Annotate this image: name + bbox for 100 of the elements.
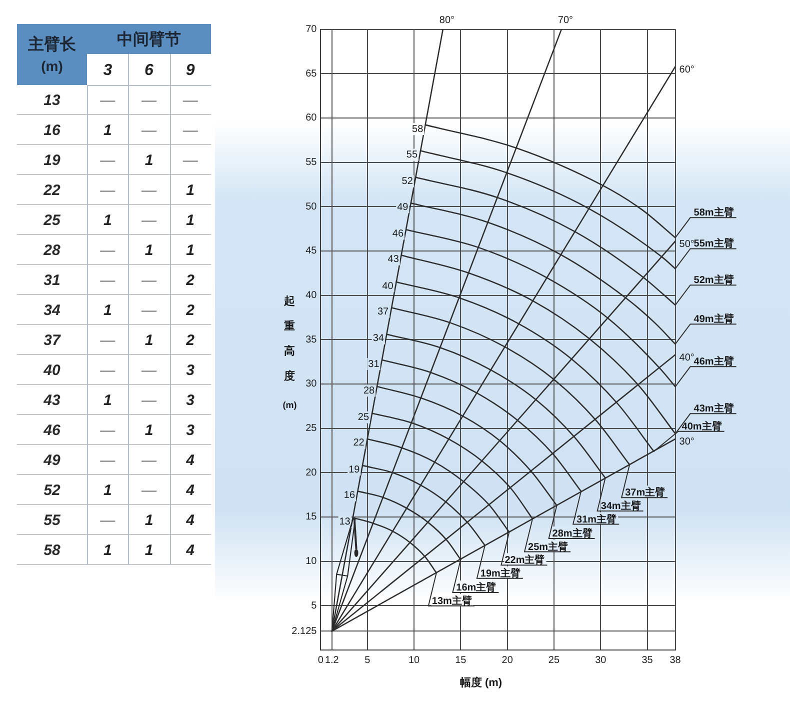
text: 49m主臂: [694, 313, 734, 326]
annotation: 16: [344, 490, 356, 502]
x-axis-title: 中间臂节: [117, 29, 181, 48]
text: —: [142, 122, 156, 140]
annotation: 34: [372, 333, 384, 344]
text: —: [100, 272, 116, 290]
x-tick-label: 30: [595, 654, 607, 666]
annotation: 37: [377, 306, 390, 318]
data-label: 1: [186, 242, 195, 260]
series-label: 60°: [679, 64, 694, 76]
y-tick-label: 20: [306, 467, 318, 478]
x-tick-label: 38: [670, 654, 682, 666]
data-label: 4: [185, 482, 196, 500]
data-label: 1: [103, 392, 112, 410]
data-label: 4: [185, 512, 196, 530]
data-label: 3: [186, 422, 196, 440]
text: 34m主臂: [600, 500, 641, 512]
text: 19m主臂: [480, 567, 520, 580]
text: —: [100, 362, 116, 380]
data-label: 3: [186, 392, 196, 410]
y-tick-label: 43: [42, 392, 61, 410]
annotation: 55: [406, 150, 418, 161]
annotation: 28: [364, 385, 376, 396]
y-tick-label: 60: [306, 112, 318, 124]
data-label: 2: [185, 272, 196, 290]
x-tick-label: 20: [502, 654, 514, 666]
data-label: 1: [144, 542, 154, 560]
y-tick-label: 45: [306, 246, 318, 257]
data-label: 1: [144, 512, 154, 530]
data-label: 2: [185, 332, 196, 350]
text: —: [142, 92, 156, 110]
y-tick-label: 13: [44, 92, 61, 110]
text: —: [182, 92, 198, 110]
data-label: 4: [185, 542, 196, 560]
y-tick-label: 28: [42, 242, 61, 260]
text: —: [142, 272, 156, 290]
data-label: 1: [103, 542, 112, 560]
text: —: [142, 392, 156, 410]
annotation: 13: [339, 516, 351, 528]
annotation: 31: [368, 358, 380, 370]
data-label: 1: [103, 122, 112, 140]
text: 16m主臂: [456, 582, 496, 594]
data-label: 1: [144, 152, 154, 170]
y-tick-label: 35: [306, 334, 318, 346]
y-tick-label: 52: [44, 482, 61, 500]
x-tick-label: 0: [318, 654, 324, 666]
x-tick-label: 5: [364, 654, 371, 666]
text: 46m主臂: [694, 356, 734, 368]
x-tick-label: 10: [408, 654, 420, 666]
annotation: 40: [382, 280, 394, 292]
x-tick-label: 1.2: [324, 654, 340, 666]
series-label: 70°: [558, 15, 574, 26]
y-tick-label: 55: [44, 512, 61, 530]
text: 28m主臂: [552, 527, 592, 540]
text: —: [142, 482, 156, 500]
y-axis-title: 主臂长 (m): [27, 34, 77, 74]
text: —: [100, 152, 116, 170]
annotation: 46: [392, 228, 404, 240]
x-axis-title: 幅度 (m): [460, 676, 502, 690]
y-tick-label: 25: [42, 212, 61, 230]
data-label: 4: [185, 452, 196, 470]
y-tick-label: 40: [306, 290, 318, 302]
text: —: [100, 242, 116, 260]
text: —: [142, 452, 156, 470]
y-tick-label: 10: [306, 556, 318, 568]
text: 40m主臂: [682, 420, 722, 432]
data-label: 1: [144, 422, 154, 440]
annotation: 25: [358, 412, 370, 423]
text: 31m主臂: [576, 513, 617, 526]
x-tick-label: 9: [186, 62, 195, 79]
text: —: [100, 452, 116, 470]
y-tick-label: 58: [44, 542, 61, 560]
x-tick-label: 3: [103, 62, 112, 79]
series-label: 80°: [439, 15, 455, 26]
y-tick-label: 49: [42, 452, 61, 470]
text: 43m主臂: [694, 402, 734, 415]
data-label: 1: [186, 182, 195, 200]
y-tick-label: 5: [311, 600, 318, 612]
y-tick-label: 65: [306, 68, 318, 80]
text: 25m主臂: [528, 540, 568, 553]
text: —: [142, 302, 156, 320]
y-tick-label: 34: [44, 302, 61, 320]
y-tick-label: 50: [306, 201, 318, 212]
y-tick-label: 25: [306, 423, 318, 434]
series-label: 50°: [679, 238, 694, 250]
annotation: 49: [397, 202, 409, 213]
annotation: 22: [353, 438, 365, 449]
text: —: [100, 182, 116, 200]
y-tick-label: 70: [306, 24, 318, 36]
y-tick-label: 2.125: [292, 626, 318, 637]
text: —: [142, 212, 156, 230]
x-tick-label: 15: [455, 654, 467, 666]
data-label: 1: [186, 212, 195, 230]
data-label: 3: [186, 362, 196, 380]
annotation: 43: [388, 254, 400, 266]
text: —: [142, 182, 156, 200]
text: —: [142, 362, 156, 380]
text: 22m主臂: [504, 554, 545, 566]
text: 13m主臂: [432, 594, 472, 607]
data-label: 1: [144, 242, 154, 260]
